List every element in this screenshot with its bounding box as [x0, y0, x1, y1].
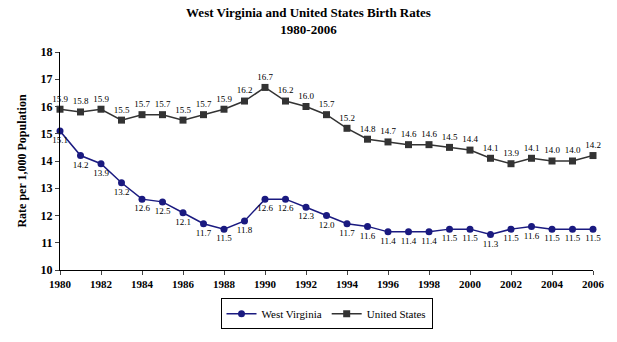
- svg-text:11.5: 11.5: [503, 233, 519, 243]
- svg-text:11.4: 11.4: [421, 236, 437, 246]
- svg-text:11.5: 11.5: [216, 233, 232, 243]
- svg-text:11.5: 11.5: [585, 233, 601, 243]
- svg-text:15.5: 15.5: [114, 105, 130, 115]
- svg-text:15.9: 15.9: [52, 94, 68, 104]
- svg-text:1994: 1994: [336, 278, 359, 290]
- svg-text:1996: 1996: [377, 278, 400, 290]
- svg-text:10: 10: [41, 263, 53, 277]
- svg-text:1982: 1982: [90, 278, 113, 290]
- svg-text:14.6: 14.6: [421, 129, 437, 139]
- svg-text:11.8: 11.8: [237, 225, 253, 235]
- svg-text:11.4: 11.4: [401, 236, 417, 246]
- svg-text:13.2: 13.2: [114, 187, 130, 197]
- svg-text:14.8: 14.8: [360, 124, 376, 134]
- svg-text:1998: 1998: [418, 278, 441, 290]
- svg-text:15.9: 15.9: [216, 94, 232, 104]
- svg-text:15.2: 15.2: [339, 113, 355, 123]
- svg-text:15.9: 15.9: [93, 94, 109, 104]
- svg-text:16.7: 16.7: [257, 72, 273, 82]
- svg-text:16.2: 16.2: [237, 85, 253, 95]
- svg-text:15.5: 15.5: [175, 105, 191, 115]
- svg-text:14.1: 14.1: [483, 143, 499, 153]
- svg-text:11.7: 11.7: [196, 228, 212, 238]
- svg-text:14.0: 14.0: [565, 145, 581, 155]
- svg-text:12.6: 12.6: [257, 203, 273, 213]
- svg-text:1980: 1980: [49, 278, 72, 290]
- svg-text:West Virginia: West Virginia: [262, 308, 322, 320]
- svg-text:12.6: 12.6: [278, 203, 294, 213]
- svg-text:12.3: 12.3: [298, 211, 314, 221]
- svg-text:12: 12: [41, 209, 53, 223]
- svg-text:1984: 1984: [131, 278, 154, 290]
- svg-text:12.0: 12.0: [319, 220, 335, 230]
- svg-text:11.5: 11.5: [442, 233, 458, 243]
- svg-text:15.7: 15.7: [134, 99, 150, 109]
- svg-text:11.6: 11.6: [360, 231, 376, 241]
- svg-text:15.8: 15.8: [73, 96, 89, 106]
- svg-text:13.9: 13.9: [503, 148, 519, 158]
- svg-text:15.7: 15.7: [319, 99, 335, 109]
- svg-text:14.1: 14.1: [524, 143, 540, 153]
- svg-text:14.6: 14.6: [401, 129, 417, 139]
- svg-text:12.6: 12.6: [134, 203, 150, 213]
- svg-text:1988: 1988: [213, 278, 236, 290]
- svg-text:14: 14: [41, 154, 53, 168]
- svg-text:14.2: 14.2: [73, 160, 89, 170]
- svg-text:1990: 1990: [254, 278, 277, 290]
- svg-text:2000: 2000: [459, 278, 482, 290]
- svg-text:14.4: 14.4: [462, 134, 478, 144]
- svg-text:15.7: 15.7: [196, 99, 212, 109]
- svg-text:12.1: 12.1: [175, 217, 191, 227]
- svg-text:11: 11: [41, 236, 52, 250]
- svg-text:1986: 1986: [172, 278, 195, 290]
- svg-text:14.2: 14.2: [585, 140, 601, 150]
- svg-text:13: 13: [41, 181, 53, 195]
- svg-text:2004: 2004: [541, 278, 564, 290]
- svg-text:11.7: 11.7: [339, 228, 355, 238]
- svg-text:15.7: 15.7: [155, 99, 171, 109]
- svg-text:11.5: 11.5: [462, 233, 478, 243]
- svg-text:United States: United States: [367, 308, 426, 320]
- svg-text:15.1: 15.1: [52, 135, 68, 145]
- svg-text:16: 16: [41, 100, 53, 114]
- svg-text:17: 17: [41, 72, 53, 86]
- svg-text:18: 18: [41, 45, 53, 59]
- svg-text:13.9: 13.9: [93, 168, 109, 178]
- svg-text:11.4: 11.4: [380, 236, 396, 246]
- svg-text:11.5: 11.5: [565, 233, 581, 243]
- svg-text:12.5: 12.5: [155, 206, 171, 216]
- svg-text:14.5: 14.5: [442, 132, 458, 142]
- svg-text:2006: 2006: [582, 278, 605, 290]
- svg-text:West Virginia and United State: West Virginia and United States Birth Ra…: [186, 5, 431, 37]
- svg-text:14.0: 14.0: [544, 145, 560, 155]
- svg-text:14.7: 14.7: [380, 126, 396, 136]
- svg-text:1992: 1992: [295, 278, 318, 290]
- svg-text:11.6: 11.6: [524, 231, 540, 241]
- svg-text:Rate per 1,000 Population: Rate per 1,000 Population: [15, 94, 29, 227]
- svg-text:16.0: 16.0: [298, 91, 314, 101]
- svg-text:11.5: 11.5: [544, 233, 560, 243]
- svg-text:11.3: 11.3: [483, 239, 499, 249]
- svg-text:2002: 2002: [500, 278, 523, 290]
- svg-text:16.2: 16.2: [278, 85, 294, 95]
- svg-text:15: 15: [41, 127, 53, 141]
